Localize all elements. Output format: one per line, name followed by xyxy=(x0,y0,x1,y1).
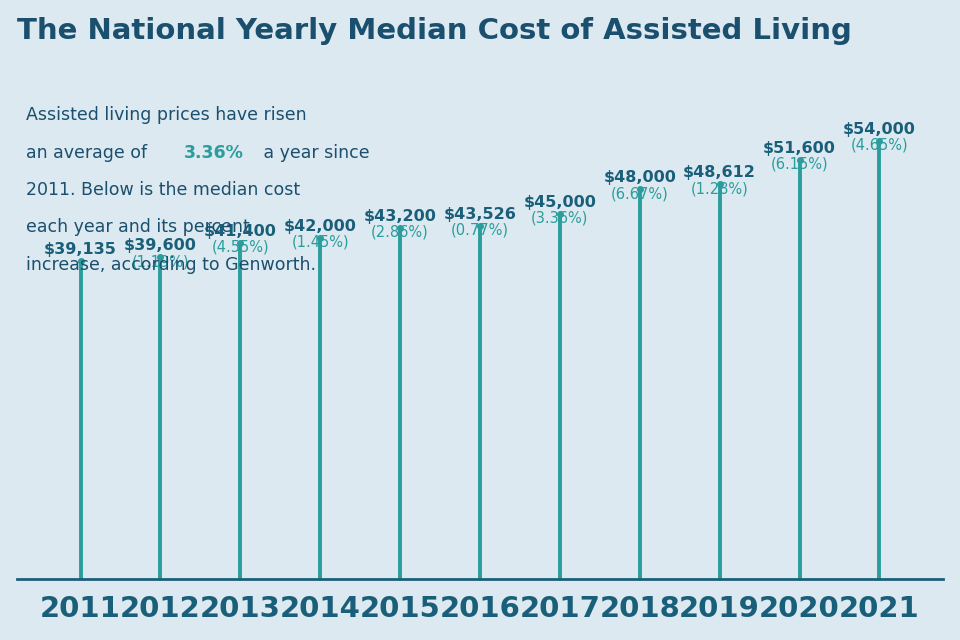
Text: $43,526: $43,526 xyxy=(444,207,516,221)
Text: a year since: a year since xyxy=(258,143,370,162)
Text: 3.36%: 3.36% xyxy=(183,143,244,162)
Text: (1.19%): (1.19%) xyxy=(132,254,189,269)
Text: (3.36%): (3.36%) xyxy=(531,211,588,225)
Text: an average of: an average of xyxy=(26,143,153,162)
Text: each year and its percent: each year and its percent xyxy=(26,218,250,236)
Text: (1.45%): (1.45%) xyxy=(292,235,349,250)
Text: increase, according to Genworth.: increase, according to Genworth. xyxy=(26,256,316,274)
Text: $42,000: $42,000 xyxy=(284,219,357,234)
Text: $39,600: $39,600 xyxy=(124,238,197,253)
Text: (6.67%): (6.67%) xyxy=(611,186,669,201)
Text: $48,612: $48,612 xyxy=(684,165,756,180)
Text: The National Yearly Median Cost of Assisted Living: The National Yearly Median Cost of Assis… xyxy=(16,17,852,45)
Text: (6.15%): (6.15%) xyxy=(771,157,828,172)
Text: $51,600: $51,600 xyxy=(763,141,836,156)
Text: (1.28%): (1.28%) xyxy=(691,181,749,196)
Text: (0.77%): (0.77%) xyxy=(451,222,509,237)
Text: (2.86%): (2.86%) xyxy=(372,225,429,240)
Text: $41,400: $41,400 xyxy=(204,224,276,239)
Text: $43,200: $43,200 xyxy=(364,209,437,224)
Text: Assisted living prices have risen: Assisted living prices have risen xyxy=(26,106,306,124)
Text: $48,000: $48,000 xyxy=(603,170,676,185)
Text: $54,000: $54,000 xyxy=(843,122,916,136)
Text: (4.55%): (4.55%) xyxy=(211,239,269,255)
Text: (4.65%): (4.65%) xyxy=(851,138,908,152)
Text: $39,135: $39,135 xyxy=(44,242,117,257)
Text: 2011. Below is the median cost: 2011. Below is the median cost xyxy=(26,181,300,199)
Text: $45,000: $45,000 xyxy=(523,195,596,209)
